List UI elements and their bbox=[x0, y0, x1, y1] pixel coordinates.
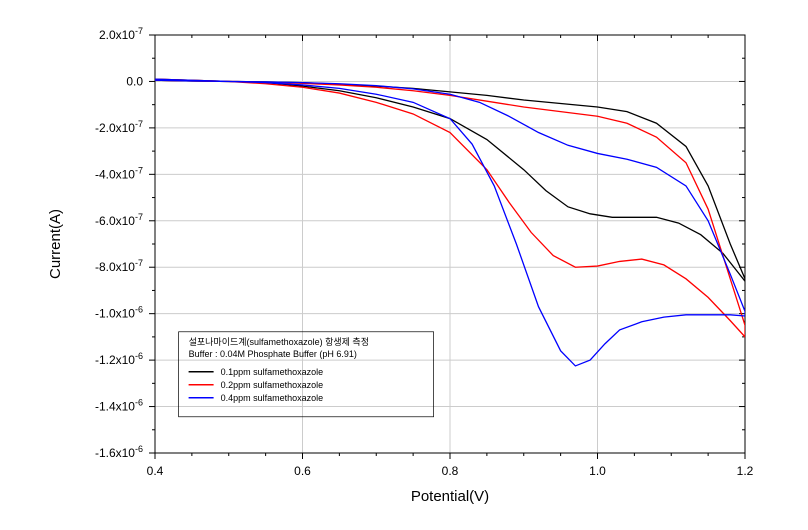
x-tick-label: 1.2 bbox=[737, 464, 754, 478]
legend-title-line: Buffer : 0.04M Phosphate Buffer (pH 6.91… bbox=[189, 349, 357, 359]
legend-item-label: 0.4ppm sulfamethoxazole bbox=[221, 393, 324, 403]
cv-chart: 0.40.60.81.01.2-1.6x10-6-1.4x10-6-1.2x10… bbox=[0, 0, 808, 530]
legend-title-line: 설포나마이드계(sulfamethoxazole) 항생제 측정 bbox=[189, 336, 369, 347]
y-tick-label: 0.0 bbox=[126, 74, 143, 88]
legend-item-label: 0.1ppm sulfamethoxazole bbox=[221, 367, 324, 377]
x-axis-label: Potential(V) bbox=[411, 488, 489, 505]
x-tick-label: 0.6 bbox=[294, 464, 311, 478]
x-tick-label: 0.8 bbox=[442, 464, 459, 478]
x-tick-label: 1.0 bbox=[589, 464, 606, 478]
legend-item-label: 0.2ppm sulfamethoxazole bbox=[221, 380, 324, 390]
x-tick-label: 0.4 bbox=[147, 464, 164, 478]
y-axis-label: Current(A) bbox=[47, 209, 64, 279]
chart-container: 0.40.60.81.01.2-1.6x10-6-1.4x10-6-1.2x10… bbox=[0, 0, 808, 530]
